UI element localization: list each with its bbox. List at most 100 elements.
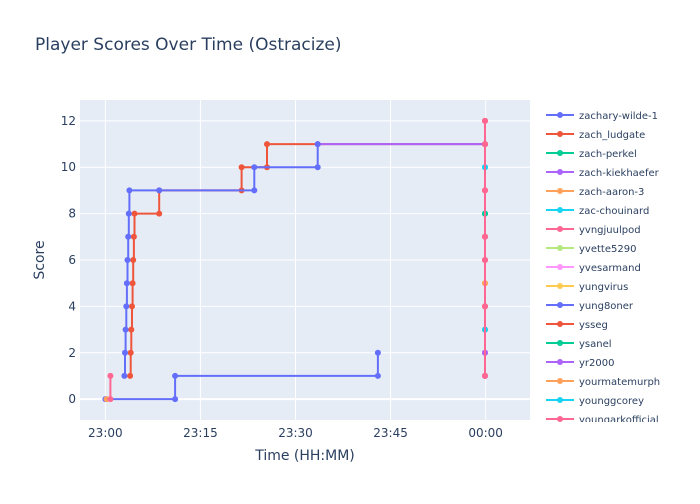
- data-point[interactable]: [130, 257, 137, 263]
- legend-item[interactable]: younggcorey: [546, 396, 644, 407]
- data-point[interactable]: [374, 372, 381, 379]
- legend-swatch-marker: [557, 264, 563, 270]
- legend-item[interactable]: yr2000: [546, 358, 614, 369]
- legend-item[interactable]: zach-kiekhaefer: [546, 168, 660, 179]
- data-point[interactable]: [482, 257, 488, 263]
- legend-item[interactable]: yung8oner: [546, 301, 634, 312]
- data-point[interactable]: [123, 303, 130, 310]
- data-point[interactable]: [128, 326, 135, 333]
- legend-item[interactable]: yourmatemurph: [546, 377, 660, 388]
- legend-label: zach-perkel: [579, 149, 637, 160]
- chart-title: Player Scores Over Time (Ostracize): [35, 35, 342, 55]
- series-youngarkofficial: [482, 117, 488, 379]
- data-point[interactable]: [314, 141, 321, 148]
- legend-item[interactable]: ysseg: [546, 320, 608, 331]
- x-tick-label: 23:00: [88, 426, 123, 440]
- data-point[interactable]: [482, 141, 488, 148]
- data-point[interactable]: [127, 349, 134, 356]
- data-point[interactable]: [127, 372, 134, 379]
- legend-swatch-marker: [557, 283, 563, 289]
- x-tick-label: 00:00: [468, 426, 503, 440]
- legend-item[interactable]: ysanel: [546, 339, 612, 350]
- legend-item[interactable]: zach-aaron-3: [546, 187, 644, 198]
- legend-label: yvngjuulpod: [579, 225, 641, 236]
- legend-item[interactable]: zachary-wilde-1: [546, 111, 658, 122]
- x-tick-label: 23:30: [278, 426, 313, 440]
- data-point[interactable]: [107, 396, 114, 403]
- data-point[interactable]: [123, 280, 130, 287]
- data-point[interactable]: [238, 164, 245, 171]
- data-point[interactable]: [156, 187, 163, 194]
- y-tick-label: 2: [68, 346, 76, 360]
- data-point[interactable]: [129, 303, 135, 310]
- axes: 0 2 4 6 8 10 12 23:00 23:15 23:30 23:45 00:00: [61, 114, 503, 440]
- data-point[interactable]: [172, 372, 179, 379]
- legend-label: zach-kiekhaefer: [579, 168, 660, 179]
- y-tick-label: 6: [68, 253, 76, 267]
- data-point[interactable]: [482, 372, 488, 379]
- legend-label: yourmatemurph: [579, 377, 660, 388]
- data-point[interactable]: [482, 233, 488, 240]
- data-point[interactable]: [172, 396, 179, 403]
- data-point[interactable]: [125, 210, 132, 217]
- legend-items: zachary-wilde-1 zach_ludgate zach-perkel za…: [546, 111, 660, 426]
- data-point[interactable]: [374, 349, 381, 356]
- legend-label: younggcorey: [579, 396, 644, 407]
- legend-label: zach_ludgate: [579, 130, 645, 141]
- legend-item[interactable]: zach-perkel: [546, 149, 637, 160]
- data-point[interactable]: [107, 372, 114, 379]
- legend-item[interactable]: yvette5290: [546, 244, 636, 255]
- legend-swatch-marker: [557, 378, 563, 384]
- legend-swatch-marker: [557, 359, 563, 365]
- legend-label: youngarkofficial: [579, 415, 659, 426]
- data-point[interactable]: [156, 210, 163, 217]
- data-point[interactable]: [121, 372, 128, 379]
- legend-label: zachary-wilde-1: [579, 111, 658, 122]
- legend-label: yvette5290: [579, 244, 636, 255]
- y-axis-title: Score: [32, 240, 48, 279]
- legend-label: yung8oner: [579, 301, 634, 312]
- legend-label: ysseg: [579, 320, 608, 331]
- y-tick-label: 12: [61, 114, 76, 128]
- data-point[interactable]: [314, 164, 321, 171]
- legend-item[interactable]: yvesarmand: [546, 263, 641, 274]
- legend-label: zach-aaron-3: [579, 187, 644, 198]
- legend-item[interactable]: zac-chouinard: [546, 206, 649, 217]
- data-point[interactable]: [482, 117, 488, 124]
- legend-item[interactable]: yvngjuulpod: [546, 225, 641, 236]
- data-point[interactable]: [264, 141, 270, 148]
- data-point[interactable]: [251, 187, 258, 194]
- legend-swatch-marker: [557, 150, 563, 156]
- legend-swatch-marker: [557, 226, 563, 232]
- x-axis-title: Time (HH:MM): [254, 448, 355, 464]
- legend-swatch-marker: [557, 416, 563, 422]
- y-tick-label: 0: [68, 392, 76, 406]
- x-tick-label: 23:15: [183, 426, 218, 440]
- data-point[interactable]: [131, 210, 138, 217]
- legend[interactable]: zachary-wilde-1 zach_ludgate zach-perkel za…: [546, 111, 660, 426]
- y-tick-label: 8: [68, 207, 76, 221]
- data-point[interactable]: [251, 164, 258, 171]
- legend-item[interactable]: youngarkofficial: [546, 415, 659, 426]
- data-point[interactable]: [482, 303, 488, 310]
- legend-label: ysanel: [579, 339, 612, 350]
- data-point[interactable]: [129, 280, 136, 287]
- data-point[interactable]: [482, 187, 488, 194]
- series-layer: [102, 117, 488, 403]
- data-point[interactable]: [122, 326, 129, 333]
- data-point[interactable]: [126, 187, 133, 194]
- y-tick-label: 4: [68, 299, 76, 313]
- data-point[interactable]: [130, 233, 137, 240]
- series-yung8oner: [121, 141, 321, 379]
- legend-item[interactable]: zach_ludgate: [546, 130, 645, 141]
- data-point[interactable]: [124, 257, 131, 263]
- data-point[interactable]: [125, 233, 132, 240]
- legend-label: yr2000: [579, 358, 614, 369]
- data-point[interactable]: [122, 349, 128, 356]
- x-tick-label: 23:45: [373, 426, 408, 440]
- legend-item[interactable]: yungvirus: [546, 282, 628, 293]
- legend-swatch-marker: [557, 169, 563, 175]
- legend-swatch-marker: [557, 397, 563, 403]
